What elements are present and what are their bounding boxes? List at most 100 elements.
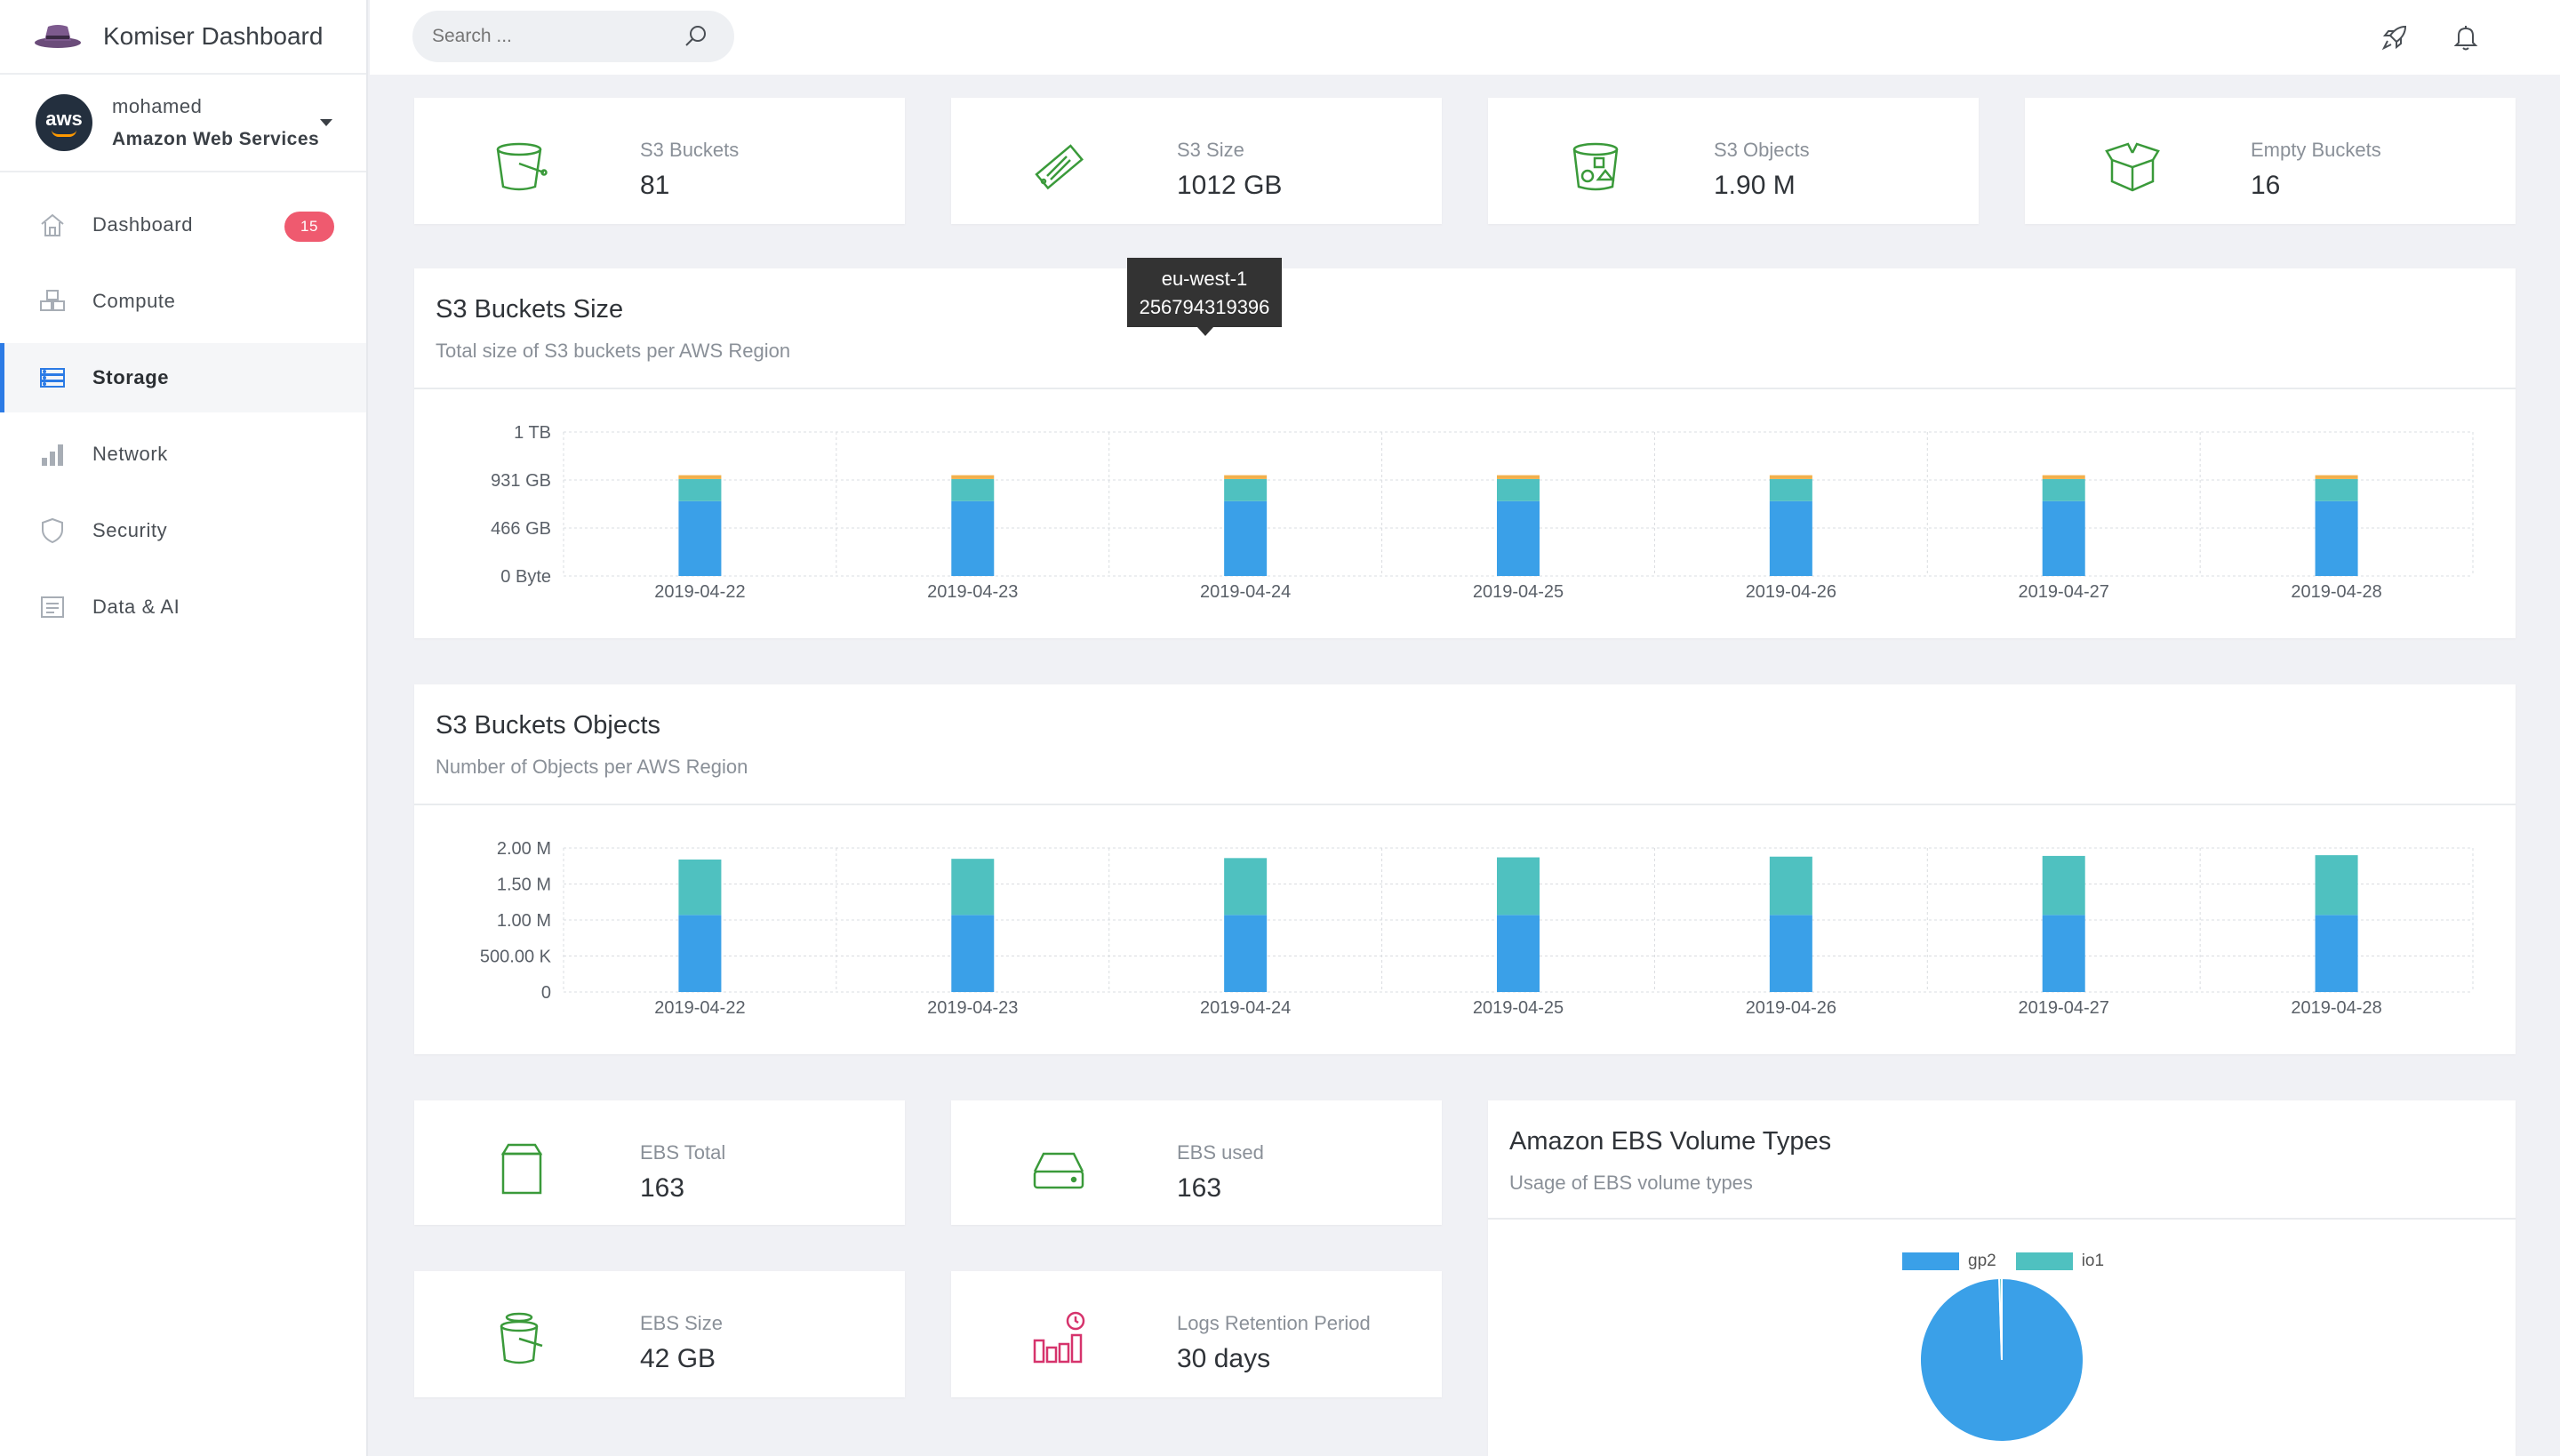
bar-segment[interactable] [2042, 915, 2085, 992]
bar-segment[interactable] [2315, 478, 2358, 501]
bar-segment[interactable] [1769, 500, 1812, 576]
bar-segment[interactable] [1497, 915, 1540, 992]
sidebar-nav: Dashboard 15 Compute Storage Network S [0, 190, 366, 642]
legend-swatch-gp2[interactable] [1902, 1252, 1959, 1270]
x-tick-label: 2019-04-24 [1200, 998, 1291, 1018]
home-icon [37, 210, 68, 240]
account-switcher[interactable]: aws mohamed Amazon Web Services [0, 75, 366, 172]
bar-segment[interactable] [1769, 856, 1812, 916]
stat-value: 1.90 M [1714, 171, 1796, 200]
sidebar-item-dashboard[interactable]: Dashboard 15 [0, 190, 366, 260]
bar-segment[interactable] [2315, 500, 2358, 576]
sidebar-item-label: Network [92, 443, 168, 465]
bar-segment[interactable] [2042, 500, 2085, 576]
x-tick-label: 2019-04-22 [654, 998, 745, 1018]
bar-segment[interactable] [678, 475, 722, 479]
stat-value: 16 [2251, 171, 2281, 200]
legend-label: io1 [2081, 1252, 2105, 1270]
bar-segment[interactable] [678, 915, 722, 992]
bar-segment[interactable] [1224, 475, 1268, 479]
rocket-icon[interactable] [2380, 23, 2409, 52]
stat-card-logs-retention: Logs Retention Period 30 days [951, 1271, 1442, 1397]
bar-segment[interactable] [1224, 500, 1268, 576]
ebs-volume-types-panel: Amazon EBS Volume Types Usage of EBS vol… [1488, 1100, 2516, 1456]
bar-segment[interactable] [951, 475, 995, 479]
bar-segment[interactable] [2315, 855, 2358, 916]
bar-segment[interactable] [1497, 500, 1540, 576]
sidebar-item-data-ai[interactable]: Data & AI [0, 572, 366, 642]
account-user: mohamed [112, 95, 203, 117]
sidebar-item-storage[interactable]: Storage [0, 343, 366, 412]
y-tick-label: 0 [541, 983, 551, 1003]
bar-segment[interactable] [678, 859, 722, 916]
stat-card-ebs-size: EBS Size 42 GB [414, 1271, 905, 1397]
stat-card-s3-buckets: S3 Buckets 81 [414, 98, 905, 224]
x-tick-label: 2019-04-27 [2019, 998, 2109, 1018]
notification-badge: 15 [284, 212, 334, 242]
komiser-hat-logo-icon [35, 25, 81, 48]
shield-icon [37, 516, 68, 546]
search-input[interactable] [412, 11, 734, 62]
bar-segment[interactable] [2042, 855, 2085, 916]
bar-segment[interactable] [2315, 475, 2358, 479]
search-icon[interactable] [683, 23, 709, 50]
stat-value: 163 [640, 1173, 685, 1203]
bar-segment[interactable] [1224, 915, 1268, 992]
divider [1488, 1218, 2516, 1220]
stat-label: EBS Total [640, 1141, 726, 1164]
ebs-pie-chart [1919, 1276, 2084, 1443]
bar-segment[interactable] [2042, 478, 2085, 501]
bar-segment[interactable] [1497, 478, 1540, 501]
x-tick-label: 2019-04-25 [1473, 998, 1564, 1018]
bar-segment[interactable] [678, 500, 722, 576]
pie-legend: gp2 io1 [1902, 1252, 2104, 1271]
legend-label: gp2 [1968, 1252, 1996, 1270]
bar-segment[interactable] [951, 915, 995, 992]
stat-value: 1012 GB [1177, 171, 1283, 200]
legend-swatch-io1[interactable] [2015, 1252, 2073, 1270]
bar-segment[interactable] [1224, 478, 1268, 501]
topbar [370, 0, 2560, 75]
open-box-icon [2105, 142, 2160, 192]
sidebar-item-compute[interactable]: Compute [0, 267, 366, 336]
app-title: Komiser Dashboard [103, 22, 324, 50]
stat-label: S3 Size [1177, 139, 1244, 161]
box-icon [500, 1143, 543, 1195]
bar-segment[interactable] [1769, 915, 1812, 992]
pie-slice[interactable] [1998, 1276, 2003, 1361]
sidebar-item-label: Compute [92, 290, 176, 312]
hard-drive-icon [1035, 144, 1084, 190]
sidebar-item-label: Storage [92, 366, 170, 388]
storage-icon [37, 363, 68, 393]
divider [414, 804, 2516, 805]
aws-smile-icon [52, 130, 76, 137]
tooltip-value: 256794319396 [1139, 296, 1270, 318]
panel-subtitle: Total size of S3 buckets per AWS Region [436, 340, 791, 362]
stat-label: EBS used [1177, 1141, 1264, 1164]
bar-segment[interactable] [2042, 475, 2085, 479]
bar-segment[interactable] [951, 500, 995, 576]
brand[interactable]: Komiser Dashboard [0, 0, 366, 75]
aws-avatar: aws [36, 94, 92, 151]
bar-segment[interactable] [951, 478, 995, 501]
bucket-icon [496, 142, 548, 191]
stat-value: 30 days [1177, 1344, 1271, 1373]
bar-segment[interactable] [1497, 857, 1540, 916]
caret-down-icon[interactable] [320, 119, 332, 126]
sidebar-item-network[interactable]: Network [0, 420, 366, 489]
bar-segment[interactable] [951, 859, 995, 916]
bar-segment[interactable] [2315, 915, 2358, 992]
bar-segment[interactable] [1769, 478, 1812, 501]
bar-segment[interactable] [1224, 858, 1268, 916]
bar-segment[interactable] [678, 478, 722, 501]
sidebar-item-security[interactable]: Security [0, 496, 366, 565]
account-provider: Amazon Web Services [112, 129, 320, 149]
s3-size-chart: 0 Byte 466 GB 931 GB 1 TB 2019-04-22 2019-04-… [491, 423, 2474, 602]
aws-avatar-text: aws [45, 108, 83, 130]
bar-segment[interactable] [1497, 475, 1540, 479]
x-tick-label: 2019-04-28 [2291, 998, 2381, 1018]
bell-icon[interactable] [2452, 23, 2480, 52]
bar-segment[interactable] [1769, 475, 1812, 479]
x-tick-label: 2019-04-22 [654, 582, 745, 602]
y-tick-label: 931 GB [491, 471, 551, 491]
